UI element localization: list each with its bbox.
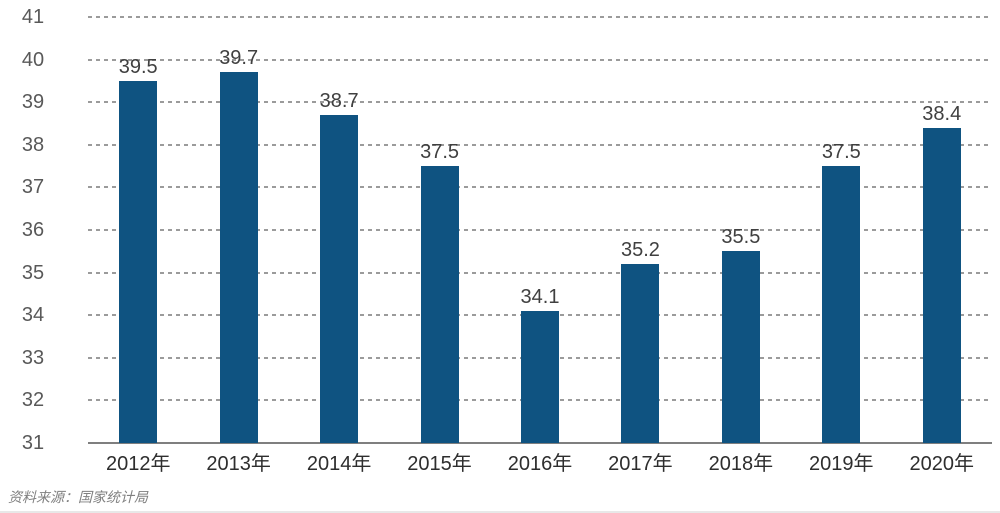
value-label: 37.5	[420, 141, 460, 164]
plot-area: 39.5 39.7 38.7 37.5 34.1 35.2 35.5 37.5 38.4	[88, 16, 992, 444]
gridline	[88, 58, 992, 61]
x-tick-label: 2015年	[407, 453, 472, 475]
gridline	[88, 186, 992, 189]
x-tick-label: 2020年	[909, 453, 974, 475]
x-tick-label: 2017年	[608, 453, 673, 475]
source-note: 资料来源：国家统计局	[8, 489, 148, 505]
bar-2019年	[822, 166, 861, 443]
gridline	[88, 101, 992, 104]
bar-2017年	[621, 264, 660, 443]
y-tick-label: 33	[21, 346, 45, 369]
x-tick-label: 2019年	[809, 453, 874, 475]
value-label: 39.7	[219, 47, 259, 70]
bottom-divider	[0, 511, 1000, 513]
y-tick-label: 34	[21, 304, 45, 327]
value-label: 35.5	[721, 226, 761, 249]
y-tick-label: 36	[21, 219, 45, 241]
value-label: 38.7	[319, 89, 359, 112]
y-tick-label: 39	[21, 91, 45, 114]
x-axis-line	[88, 442, 992, 444]
bar-2014年	[320, 114, 359, 443]
value-label: 34.1	[520, 285, 560, 308]
y-tick-label: 41	[21, 6, 45, 28]
x-tick-label: 2016年	[507, 453, 573, 475]
x-tick-label: 2012年	[105, 453, 171, 475]
x-axis: 2012年 2013年 2014年 2015年 2016年 2017年 2018年 2019年…	[88, 451, 992, 477]
y-tick-label: 31	[21, 432, 45, 454]
value-label: 38.4	[922, 102, 962, 125]
bar-2013年	[219, 72, 258, 443]
y-tick-label: 40	[21, 48, 45, 71]
y-tick-label: 35	[21, 261, 45, 284]
y-tick-label: 32	[21, 389, 45, 412]
gridline	[88, 271, 992, 274]
bar-2016年	[521, 310, 559, 443]
y-tick-label: 37	[21, 176, 45, 199]
value-label: 39.5	[118, 55, 158, 78]
x-tick-label: 2014年	[306, 453, 372, 475]
gridline	[88, 16, 992, 18]
x-tick-label: 2013年	[206, 453, 271, 475]
value-label: 35.2	[620, 239, 660, 262]
gridline	[88, 229, 992, 231]
bar-2015年	[420, 166, 459, 443]
gridline	[88, 143, 992, 146]
bar-2018年	[721, 251, 760, 443]
x-tick-label: 2018年	[708, 453, 774, 475]
bar-2020年	[922, 127, 961, 443]
bar-2012年	[119, 80, 158, 443]
value-label: 37.5	[821, 141, 861, 164]
y-tick-label: 38	[21, 133, 45, 156]
